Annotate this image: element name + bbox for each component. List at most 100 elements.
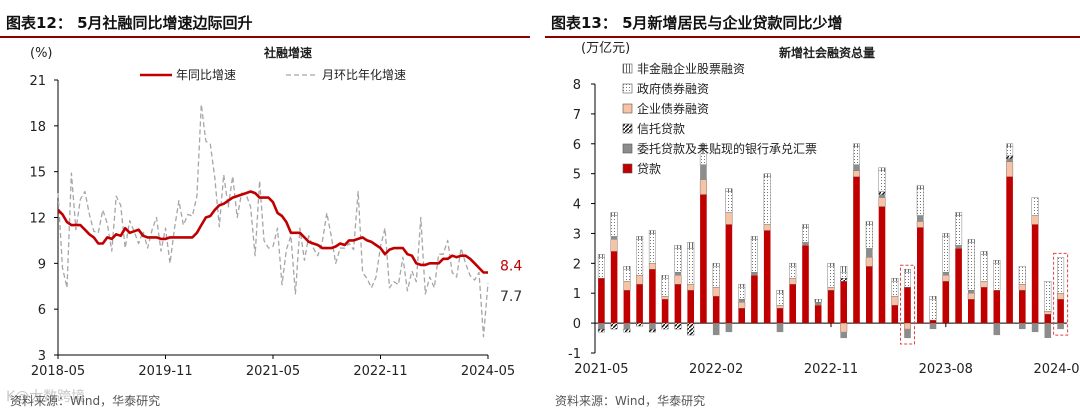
y-tick-label: 6: [573, 138, 581, 153]
bar-segment: [1019, 323, 1026, 330]
bar-segment: [1057, 293, 1065, 300]
bar-segment: [827, 266, 835, 288]
bar-segment: [610, 239, 618, 252]
bar-segment: [917, 227, 924, 324]
bar-segment: [1044, 323, 1052, 338]
x-tick-label: 2023-08: [919, 362, 973, 377]
bar-segment: [776, 305, 784, 309]
bar-segment: [802, 224, 810, 228]
legend-label: 贷款: [637, 162, 661, 176]
bar-segment: [993, 290, 1001, 324]
title-divider-left: [0, 36, 530, 38]
legend-swatch: [622, 103, 633, 114]
bar-segment: [789, 284, 796, 324]
bar-segment: [1006, 161, 1014, 177]
bar-segment: [878, 206, 886, 324]
highlight-box: [900, 264, 915, 345]
bar-segment: [700, 194, 707, 324]
bar-segment: [789, 266, 797, 279]
bar-segment: [891, 278, 899, 282]
bar-segment: [929, 320, 937, 324]
left-figure: 图表12： 5月社融同比增速边际回升 3 6 9 12 15 18 21 2018-05 201…: [0, 0, 530, 414]
y-tick-label: 2: [573, 257, 581, 272]
bar-segment: [827, 263, 835, 267]
bar-segment: [789, 263, 797, 267]
y-tick-label: 3: [573, 227, 581, 242]
source-note-left: 资料来源：Wind，华泰研究: [10, 394, 161, 408]
bar-segment: [814, 302, 822, 306]
bar-segment: [916, 188, 924, 216]
bar-segment: [674, 248, 682, 273]
y-tick-label: 9: [38, 257, 46, 272]
x-tick-label: 2021-05: [574, 362, 628, 377]
bar-segment: [725, 191, 733, 213]
y-tick-label: 6: [38, 303, 46, 318]
bar-segment: [674, 275, 682, 285]
bar-segment: [802, 242, 809, 246]
bar-segment: [993, 323, 1001, 336]
bar-segment: [648, 328, 656, 333]
x-tick-label: 2022-11: [804, 362, 858, 377]
bar-segment: [648, 263, 656, 270]
bar-segment: [802, 227, 810, 243]
y-tick-label: 5: [573, 168, 581, 183]
y-tick-label: 0: [573, 317, 581, 332]
bar-segment: [750, 239, 758, 273]
highlight-box: [1053, 252, 1069, 336]
bar-segment: [942, 233, 950, 237]
bar-segment: [738, 302, 746, 309]
bar-segment: [967, 242, 975, 291]
legend-label: 信托贷款: [637, 122, 685, 136]
bar-segment: [610, 251, 618, 324]
bar-segment: [725, 224, 733, 324]
y-tick-label: 1: [573, 287, 581, 302]
bar-segment: [725, 323, 733, 333]
bar-segment: [674, 284, 682, 324]
bar-segment: [661, 299, 669, 324]
bar-segment: [661, 322, 669, 330]
bar-segment: [712, 266, 720, 288]
bar-segment: [1006, 155, 1014, 159]
legend-swatch: [622, 63, 633, 74]
bar-segment: [878, 194, 886, 198]
bar-segment: [853, 176, 860, 324]
bar-segment: [661, 275, 669, 279]
bar-segment: [942, 281, 950, 324]
bar-segment: [687, 242, 695, 249]
bar-segment: [1057, 257, 1065, 294]
x-tick-label: 2019-11: [138, 364, 192, 379]
bar-segment: [904, 269, 912, 273]
bar-segment: [878, 197, 886, 207]
bar-segment: [1044, 311, 1052, 315]
legend-swatch: [622, 83, 633, 94]
bar-segment: [712, 287, 720, 297]
y-tick-label: 15: [29, 166, 46, 181]
chart-title: 新增社会融资总量: [779, 45, 875, 60]
bar-segment: [687, 322, 695, 336]
bar-segment: [1031, 197, 1039, 216]
figure-title-left: 图表12： 5月社融同比增速边际回升: [6, 14, 253, 32]
series-line-mom-annualized: [57, 103, 489, 338]
legend-label: 企业债券融资: [637, 101, 709, 116]
bar-segment: [763, 224, 771, 231]
bar-segment: [904, 329, 911, 339]
bar-segment: [623, 269, 631, 282]
bar-segment: [1006, 158, 1013, 162]
bar-segment: [814, 305, 822, 324]
bar-segment: [597, 328, 605, 333]
bar-segment: [1031, 215, 1039, 225]
bar-segment: [636, 239, 644, 276]
bar-segment: [674, 322, 682, 330]
bar-segment: [942, 272, 950, 276]
bar-segment: [623, 323, 631, 330]
y-axis-unit-label: (%): [30, 46, 53, 61]
bar-segment: [1044, 281, 1052, 312]
legend-swatch: [622, 123, 633, 134]
bar-segment: [623, 281, 631, 291]
bar-segment: [700, 164, 707, 180]
bar-segment: [776, 308, 784, 324]
bar-segment: [712, 263, 720, 267]
bar-segment: [623, 266, 631, 270]
bar-segment: [916, 185, 924, 189]
y-tick-label: 8: [573, 78, 581, 93]
